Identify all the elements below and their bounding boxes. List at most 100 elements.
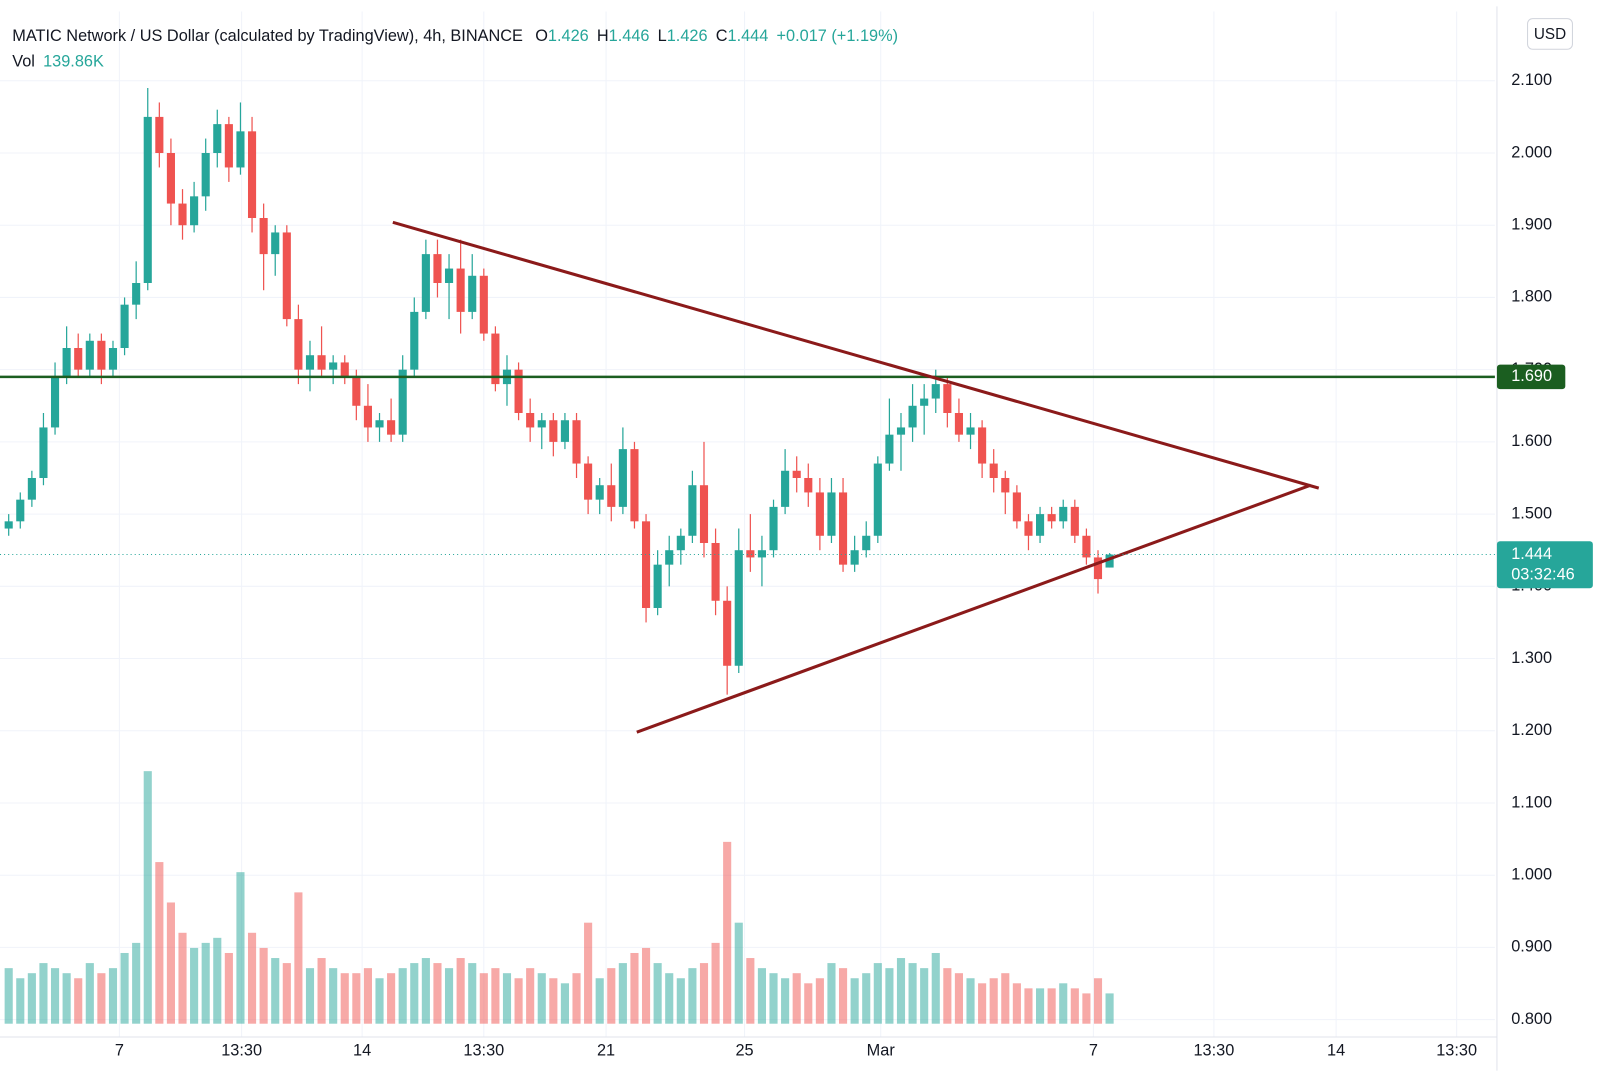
- volume-bar: [398, 968, 407, 1024]
- candle-body: [781, 470, 790, 507]
- candle-body: [931, 384, 940, 399]
- candle-body: [607, 485, 616, 507]
- candle-body: [62, 347, 71, 377]
- volume-bar: [97, 973, 106, 1024]
- candle-body: [711, 542, 720, 601]
- candle-body: [595, 485, 604, 500]
- candle-body: [363, 405, 372, 428]
- volume-bar: [641, 947, 651, 1024]
- volume-bar: [387, 973, 396, 1024]
- background: [0, 6, 1600, 1071]
- candle-body: [271, 232, 280, 255]
- volume-bar: [560, 983, 569, 1024]
- candle-body: [85, 340, 94, 370]
- volume-bar: [329, 968, 338, 1024]
- volume-bar: [166, 902, 175, 1024]
- candle-body: [317, 355, 326, 370]
- candle-body: [247, 131, 257, 219]
- candle-body: [468, 275, 477, 312]
- volume-bar: [757, 968, 766, 1024]
- currency-button[interactable]: [1527, 18, 1573, 50]
- candle-body: [954, 412, 963, 435]
- x-tick-label: 25: [735, 1042, 753, 1060]
- volume-bar: [989, 978, 998, 1024]
- volume-bar: [259, 947, 268, 1024]
- ohlc-label: L: [658, 27, 667, 45]
- candle-body: [39, 427, 48, 478]
- candle-body: [224, 124, 233, 168]
- candle-body: [804, 477, 813, 493]
- candle-body: [1047, 514, 1056, 522]
- candle-body: [444, 268, 454, 284]
- volume-bar: [236, 872, 245, 1024]
- candle-body: [1105, 554, 1114, 568]
- volume-bar: [1012, 983, 1021, 1024]
- candle-body: [1024, 521, 1033, 536]
- x-tick-label: 7: [115, 1042, 124, 1060]
- candle-body: [584, 463, 593, 500]
- volume-bar: [1001, 973, 1010, 1024]
- candle-body: [1070, 506, 1079, 536]
- volume-bar: [1105, 993, 1114, 1024]
- countdown-label: 03:32:46: [1511, 565, 1575, 583]
- candle-body: [282, 232, 291, 320]
- chart-title: MATIC Network / US Dollar (calculated by…: [12, 27, 523, 45]
- x-tick-label: 21: [597, 1042, 615, 1060]
- volume-bar: [271, 958, 280, 1024]
- candle-body: [329, 362, 338, 370]
- volume-bar: [618, 963, 627, 1024]
- volume-bar: [723, 841, 732, 1024]
- candle-body: [213, 124, 222, 154]
- x-tick-label: Mar: [867, 1042, 896, 1060]
- candle-body: [155, 116, 164, 154]
- volume-bar: [39, 963, 48, 1024]
- candle-body: [885, 434, 894, 464]
- volume-bar: [340, 973, 349, 1024]
- candle-body: [479, 275, 488, 334]
- candle-body: [340, 362, 349, 377]
- candle-body: [410, 311, 419, 370]
- volume-bar: [676, 978, 685, 1024]
- candle-body: [862, 535, 871, 551]
- candle-body: [190, 196, 199, 226]
- volume-bar: [885, 968, 894, 1024]
- volume-bar: [815, 978, 824, 1024]
- volume-bar: [85, 963, 94, 1024]
- ohlc-value: 1.446: [609, 27, 650, 45]
- volume-bar: [62, 973, 71, 1024]
- ohlc-value: 1.444: [728, 27, 769, 45]
- volume-bar: [108, 968, 118, 1024]
- volume-bar: [178, 932, 187, 1024]
- volume-bar: [688, 968, 697, 1024]
- candle-body: [676, 535, 685, 551]
- y-tick-label: 1.100: [1511, 793, 1552, 811]
- volume-bar: [468, 963, 477, 1024]
- candle-body: [665, 550, 674, 565]
- currency-label[interactable]: USD: [1534, 26, 1566, 43]
- candle-body: [549, 420, 558, 442]
- candle-body: [641, 521, 651, 608]
- trendline: [636, 483, 1312, 734]
- volume-bar: [375, 978, 384, 1024]
- volume-bar: [1070, 988, 1079, 1024]
- volume-bar: [74, 978, 83, 1024]
- candle-body: [943, 384, 952, 413]
- candle-body: [526, 412, 535, 428]
- volume-bar: [317, 958, 326, 1024]
- candle-body: [50, 376, 60, 428]
- y-tick-label: 1.600: [1511, 432, 1552, 450]
- volume-bar: [352, 973, 361, 1024]
- volume-bar: [410, 963, 419, 1024]
- last-price-label: 1.444: [1511, 545, 1552, 563]
- candle-body: [746, 550, 755, 558]
- volume-bar: [213, 937, 222, 1024]
- header: MATIC Network / US Dollar (calculated by…: [12, 27, 898, 45]
- candle-body: [352, 376, 361, 406]
- candle-body: [433, 254, 442, 284]
- candle-body: [989, 463, 998, 478]
- drawings: [0, 220, 1495, 734]
- volume-bar: [120, 952, 129, 1024]
- candle-body: [838, 492, 848, 565]
- ohlc-label: C: [716, 27, 728, 45]
